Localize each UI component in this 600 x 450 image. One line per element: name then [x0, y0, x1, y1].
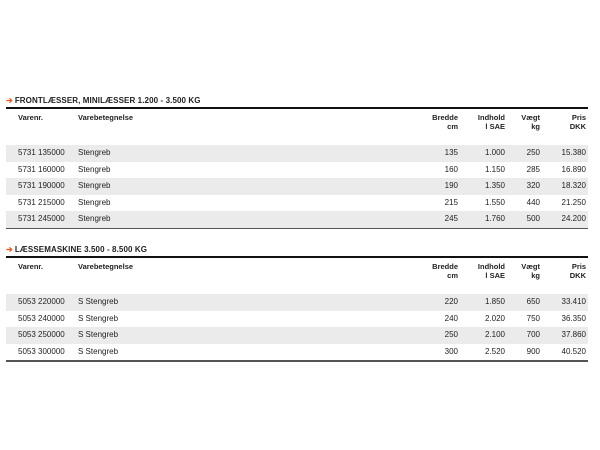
cell-bredde: 245 — [444, 214, 458, 224]
cell-varebetegnelse: Stengreb — [78, 181, 111, 191]
cell-pris: 24.200 — [561, 214, 586, 224]
cell-varenr: 5731 190000 — [18, 181, 65, 191]
cell-bredde: 135 — [444, 148, 458, 157]
cell-pris: 40.520 — [561, 346, 586, 356]
cell-vaegt: 440 — [526, 197, 540, 207]
table-header: Varenr. Varebetegnelse Bredde cm Indhold l… — [6, 262, 588, 288]
cell-vaegt: 320 — [526, 181, 540, 191]
cell-indhold: 1.760 — [484, 214, 505, 224]
cell-indhold: 2.020 — [484, 313, 505, 323]
header-bredde: Bredde cm — [432, 113, 458, 131]
header-varenr: Varenr. — [18, 113, 44, 122]
cell-pris: 37.860 — [561, 330, 586, 340]
cell-bredde: 250 — [444, 330, 458, 340]
cell-varebetegnelse: Stengreb — [78, 164, 111, 174]
cell-varebetegnelse: S Stengreb — [78, 330, 119, 340]
cell-varenr: 5731 135000 — [18, 148, 65, 157]
header-vaegt: Vægt kg — [521, 113, 540, 131]
cell-bredde: 240 — [444, 313, 458, 323]
cell-indhold: 1.350 — [484, 181, 505, 191]
cell-vaegt: 750 — [526, 313, 540, 323]
section-title: ➔ LÆSSEMASKINE 3.500 - 8.500 KG — [6, 245, 588, 255]
divider — [6, 107, 588, 109]
divider — [6, 360, 588, 362]
table-row: 5053 240000 S Stengreb 240 2.020 750 36.350 — [6, 311, 588, 328]
cell-indhold: 1.850 — [484, 297, 505, 306]
section-title-text: FRONTLÆSSER, MINILÆSSER 1.200 - 3.500 KG — [14, 96, 201, 105]
cell-varebetegnelse: S Stengreb — [78, 297, 119, 306]
cell-pris: 36.350 — [561, 313, 586, 323]
cell-pris: 33.410 — [561, 297, 586, 306]
cell-pris: 16.890 — [561, 164, 586, 174]
section-title-text: LÆSSEMASKINE 3.500 - 8.500 KG — [14, 245, 148, 254]
cell-varenr: 5053 250000 — [18, 330, 65, 340]
header-varebetegnelse: Varebetegnelse — [78, 113, 134, 122]
header-pris: Pris DKK — [569, 113, 586, 131]
section-title: ➔ FRONTLÆSSER, MINILÆSSER 1.200 - 3.500 K… — [6, 96, 588, 106]
product-table-section: ➔ LÆSSEMASKINE 3.500 - 8.500 KG Varenr. V… — [6, 245, 588, 362]
cell-vaegt: 250 — [526, 148, 540, 157]
cell-indhold: 1.550 — [484, 197, 505, 207]
cell-varenr: 5731 160000 — [18, 164, 65, 174]
cell-varenr: 5053 300000 — [18, 346, 65, 356]
cell-varebetegnelse: S Stengreb — [78, 346, 119, 356]
cell-varenr: 5731 245000 — [18, 214, 65, 224]
arrow-right-icon: ➔ — [6, 96, 13, 105]
cell-bredde: 220 — [444, 297, 458, 306]
cell-bredde: 215 — [444, 197, 458, 207]
table-row: 5731 160000 Stengreb 160 1.150 285 16.890 — [6, 162, 588, 179]
cell-varebetegnelse: S Stengreb — [78, 313, 119, 323]
table-row: 5053 220000 S Stengreb 220 1.850 650 33.410 — [6, 294, 588, 311]
cell-pris: 21.250 — [561, 197, 586, 207]
table-row: 5731 245000 Stengreb 245 1.760 500 24.200 — [6, 211, 588, 228]
table-row: 5731 215000 Stengreb 215 1.550 440 21.250 — [6, 195, 588, 212]
cell-varebetegnelse: Stengreb — [78, 148, 111, 157]
cell-varebetegnelse: Stengreb — [78, 214, 111, 224]
table-row: 5731 135000 Stengreb 135 1.000 250 15.380 — [6, 145, 588, 162]
table-row: 5053 300000 S Stengreb 300 2.520 900 40.520 — [6, 344, 588, 361]
header-indhold: Indhold l SAE — [477, 113, 505, 131]
cell-varenr: 5053 240000 — [18, 313, 65, 323]
cell-indhold: 2.520 — [484, 346, 505, 356]
table-row: 5731 190000 Stengreb 190 1.350 320 18.320 — [6, 178, 588, 195]
table-row: 5053 250000 S Stengreb 250 2.100 700 37.860 — [6, 327, 588, 344]
cell-indhold: 2.100 — [484, 330, 505, 340]
table-header: Varenr. Varebetegnelse Bredde cm Indhold l… — [6, 113, 588, 139]
cell-vaegt: 900 — [526, 346, 540, 356]
header-varebetegnelse: Varebetegnelse — [78, 262, 134, 271]
cell-varenr: 5053 220000 — [18, 297, 65, 306]
cell-pris: 15.380 — [561, 148, 586, 157]
header-bredde: Bredde cm — [432, 262, 458, 280]
product-table-section: ➔ FRONTLÆSSER, MINILÆSSER 1.200 - 3.500 K… — [6, 96, 588, 230]
cell-varebetegnelse: Stengreb — [78, 197, 111, 207]
cell-vaegt: 700 — [526, 330, 540, 340]
arrow-right-icon: ➔ — [6, 245, 13, 254]
cell-vaegt: 650 — [526, 297, 540, 306]
cell-indhold: 1.000 — [484, 148, 505, 157]
header-varenr: Varenr. — [18, 262, 44, 271]
cell-varenr: 5731 215000 — [18, 197, 65, 207]
cell-bredde: 160 — [444, 164, 458, 174]
cell-bredde: 190 — [444, 181, 458, 191]
header-indhold: Indhold l SAE — [477, 262, 505, 280]
header-vaegt: Vægt kg — [521, 262, 540, 280]
header-pris: Pris DKK — [569, 262, 586, 280]
cell-vaegt: 285 — [526, 164, 540, 174]
divider — [6, 256, 588, 258]
cell-bredde: 300 — [444, 346, 458, 356]
cell-pris: 18.320 — [561, 181, 586, 191]
cell-indhold: 1.150 — [484, 164, 505, 174]
cell-vaegt: 500 — [526, 214, 540, 224]
divider — [6, 227, 588, 230]
